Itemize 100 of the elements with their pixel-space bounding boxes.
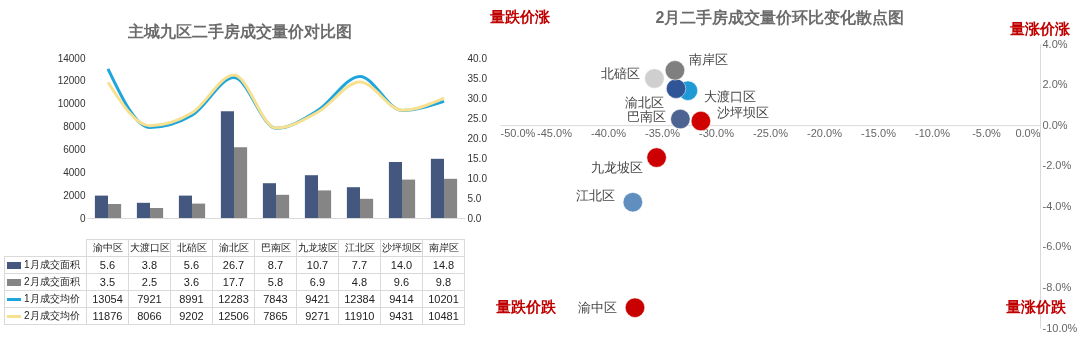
data-label: 12283 <box>212 290 255 308</box>
bar <box>430 158 444 218</box>
chart-title: 主城九区二手房成交量价对比图 <box>127 22 353 42</box>
y-tick-label: 0 <box>79 212 86 224</box>
data-label: 12384 <box>338 290 381 308</box>
data-label: 9.6 <box>380 273 423 291</box>
data-label: 9414 <box>380 290 423 308</box>
text: 量跌价涨 <box>490 8 550 27</box>
data-label: 3.6 <box>170 273 213 291</box>
x-tick-label: 0.0% <box>1015 126 1041 139</box>
x-tick-label: 北碚区 <box>170 239 213 257</box>
bar <box>136 202 150 218</box>
data-label: 4.8 <box>338 273 381 291</box>
bar <box>401 179 415 218</box>
y2-tick-label: 35.0 <box>467 72 487 84</box>
point <box>646 147 667 168</box>
y-tick-label: 6000 <box>62 143 86 155</box>
data-label: 13054 <box>86 290 129 308</box>
bar <box>359 198 373 218</box>
x-tick-label: -15.0% <box>861 126 897 139</box>
series-label: 大渡口区 <box>703 88 756 104</box>
data-label: 7.7 <box>338 256 381 274</box>
x-tick-label: 江北区 <box>338 239 381 257</box>
data-label: 6.9 <box>296 273 339 291</box>
data-label: 2.5 <box>128 273 171 291</box>
bar <box>94 195 108 218</box>
legend-label: 1月成交均价 <box>4 290 87 308</box>
bar <box>388 162 402 218</box>
data-label: 7865 <box>254 307 297 325</box>
bar <box>191 203 205 218</box>
data-label: 14.0 <box>380 256 423 274</box>
x-tick-label: 大渡口区 <box>128 239 171 257</box>
bar <box>304 175 318 218</box>
y-tick-label: -8.0% <box>1042 280 1072 293</box>
annotation: 量涨价跌 <box>1006 298 1066 317</box>
data-label: 8.7 <box>254 256 297 274</box>
y2-tick-label: 30.0 <box>467 92 487 104</box>
series-label: 江北区 <box>575 188 615 204</box>
data-label: 5.6 <box>170 256 213 274</box>
point <box>670 109 691 130</box>
legend-label: 1月成交面积 <box>4 256 87 274</box>
y-tick-label: 4000 <box>62 166 86 178</box>
bar <box>233 147 247 218</box>
series-label: 巴南区 <box>627 109 667 125</box>
y-tick-label: 2.0% <box>1042 78 1068 91</box>
x-tick-label: -50.0% <box>500 126 536 139</box>
y-tick-label: 4.0% <box>1042 37 1068 50</box>
bar <box>149 208 163 218</box>
y-tick-label: 10000 <box>57 98 86 110</box>
data-label: 10201 <box>422 290 465 308</box>
y-tick-label: 12000 <box>57 75 86 87</box>
x-tick-label: -25.0% <box>753 126 789 139</box>
bar <box>178 195 192 218</box>
bar <box>107 204 121 218</box>
point <box>644 68 665 89</box>
y2-tick-label: 15.0 <box>467 152 487 164</box>
x-tick-label: 沙坪坝区 <box>380 239 423 257</box>
chart-title: 2月二手房成交量价环比变化散点图 <box>655 9 905 26</box>
y-tick-label: 8000 <box>62 121 86 133</box>
bar <box>262 183 276 218</box>
bar <box>443 178 457 218</box>
data-label: 12506 <box>212 307 255 325</box>
x-tick-label: -10.0% <box>915 126 951 139</box>
x-tick-label: 南岸区 <box>422 239 465 257</box>
data-label: 14.8 <box>422 256 465 274</box>
series-label: 九龙坡区 <box>590 159 643 175</box>
x-tick-label: -45.0% <box>537 126 573 139</box>
series-label: 南岸区 <box>688 52 728 68</box>
bar <box>275 194 289 218</box>
data-label: 9271 <box>296 307 339 325</box>
y-tick-label: 14000 <box>57 52 86 64</box>
data-label: 8991 <box>170 290 213 308</box>
data-label: 9431 <box>380 307 423 325</box>
data-label: 9202 <box>170 307 213 325</box>
data-label: 10481 <box>422 307 465 325</box>
y2-tick-label: 20.0 <box>467 132 487 144</box>
data-label: 5.8 <box>254 273 297 291</box>
data-label: 7843 <box>254 290 297 308</box>
data-label: 17.7 <box>212 273 255 291</box>
y2-tick-label: 10.0 <box>467 172 487 184</box>
data-label: 9421 <box>296 290 339 308</box>
y-tick-label: -4.0% <box>1042 199 1072 212</box>
data-label: 7921 <box>128 290 171 308</box>
bar <box>317 190 331 218</box>
bar <box>220 111 234 218</box>
y-tick-label: -6.0% <box>1042 240 1072 253</box>
x-tick-label: 九龙坡区 <box>296 239 339 257</box>
series-label: 沙坪坝区 <box>716 105 769 121</box>
x-tick-label: -5.0% <box>972 126 1002 139</box>
point <box>666 78 687 99</box>
data-label: 9.8 <box>422 273 465 291</box>
x-tick-label: 渝北区 <box>212 239 255 257</box>
y2-tick-label: 40.0 <box>467 52 487 64</box>
x-tick-label: 渝中区 <box>86 239 129 257</box>
data-label: 3.5 <box>86 273 129 291</box>
legend-label: 2月成交面积 <box>4 273 87 291</box>
data-label: 5.6 <box>86 256 129 274</box>
series-label: 渝中区 <box>578 299 617 315</box>
data-label: 8066 <box>128 307 171 325</box>
series-label: 渝北区 <box>625 94 665 110</box>
